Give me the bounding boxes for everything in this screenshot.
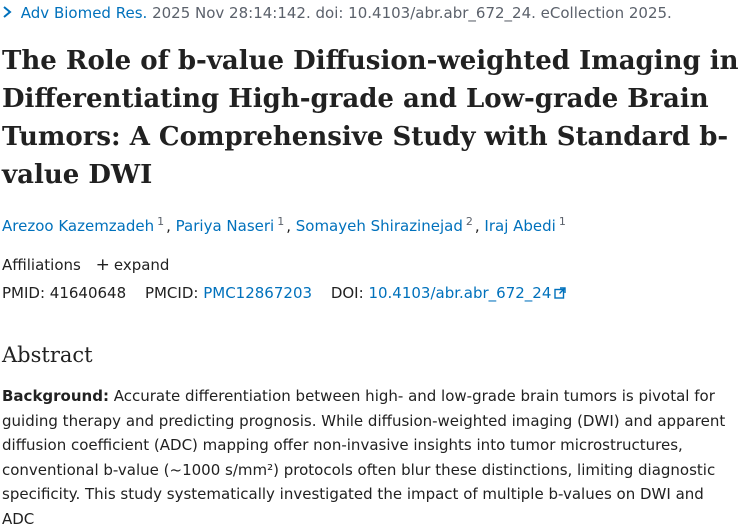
chevron-right-icon[interactable]: [2, 4, 17, 22]
pmid-label: PMID:: [2, 284, 46, 302]
author-separator: ,: [474, 217, 485, 235]
expand-affiliations-button[interactable]: + expand: [95, 255, 170, 275]
pmcid-label: PMCID:: [144, 284, 199, 302]
doi-label: DOI:: [330, 284, 364, 302]
affiliations-label: Affiliations: [2, 256, 81, 274]
pmcid-link[interactable]: PMC12867203: [203, 284, 313, 302]
author-affiliation-number[interactable]: 2: [465, 215, 473, 228]
article-title: The Role of b-value Diffusion-weighted I…: [2, 46, 739, 190]
affiliations-row: Affiliations + expand: [2, 255, 169, 275]
background-label: Background:: [2, 387, 109, 405]
author-affiliation-number[interactable]: 1: [558, 215, 566, 228]
background-text: Accurate differentiation between high- a…: [2, 387, 726, 528]
journal-link[interactable]: Adv Biomed Res.: [20, 4, 148, 22]
author-list: Arezoo Kazemzadeh 1, Pariya Naseri 1, Soma…: [2, 215, 568, 235]
author-separator: ,: [166, 217, 176, 235]
author-link[interactable]: Pariya Naseri: [175, 217, 275, 235]
author-separator: ,: [286, 217, 296, 235]
identifiers-row: PMID: 41640648 PMCID: PMC12867203 DOI: 1…: [2, 284, 567, 303]
plus-icon: +: [95, 255, 110, 275]
citation-details: 2025 Nov 28:14:142. doi: 10.4103/abr.abr…: [152, 4, 672, 22]
external-link-icon[interactable]: [554, 285, 567, 303]
expand-label: expand: [113, 256, 170, 274]
pmid-value: 41640648: [49, 284, 127, 302]
author-link[interactable]: Somayeh Shirazinejad: [295, 217, 463, 235]
author-affiliation-number[interactable]: 1: [157, 215, 165, 228]
abstract-heading: Abstract: [2, 343, 93, 367]
author-affiliation-number[interactable]: 1: [277, 215, 285, 228]
abstract-text: Background: Accurate differentiation bet…: [2, 384, 737, 531]
doi-link[interactable]: 10.4103/abr.abr_672_24: [368, 284, 552, 302]
author-link[interactable]: Arezoo Kazemzadeh: [2, 217, 155, 235]
citation-line: Adv Biomed Res. 2025 Nov 28:14:142. doi:…: [2, 4, 672, 22]
author-link[interactable]: Iraj Abedi: [484, 217, 556, 235]
